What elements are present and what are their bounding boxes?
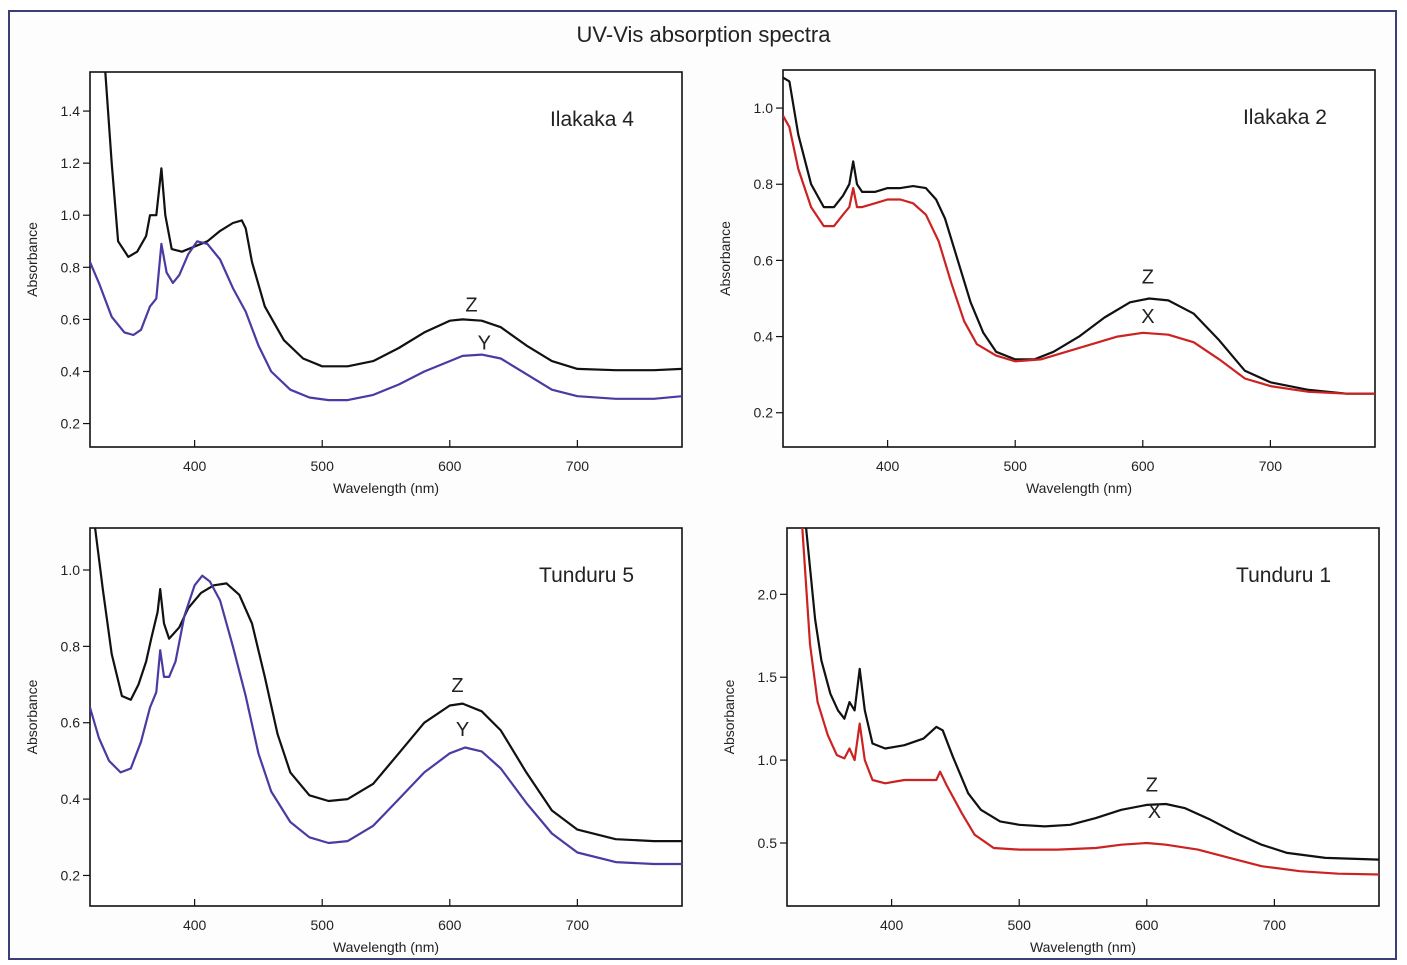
x-tick-label: 500 bbox=[1004, 458, 1028, 474]
y-tick-label: 0.8 bbox=[61, 259, 81, 275]
series-line-2 bbox=[90, 574, 682, 866]
x-tick-label: 600 bbox=[1131, 458, 1155, 474]
x-tick-label: 700 bbox=[1263, 917, 1287, 933]
y-tick-label: 2.0 bbox=[758, 586, 778, 602]
series-line-1 bbox=[104, 72, 682, 372]
x-tick-label: 400 bbox=[880, 917, 904, 933]
x-axis-title: Wavelength (nm) bbox=[333, 939, 439, 955]
panel-ilakaka-4: 400 500 600 700 0.2 0.4 0.6 0.8 1.0 1.2 1.4 Wavelen… bbox=[24, 71, 683, 496]
annotation-z: Z bbox=[465, 295, 477, 317]
series-group bbox=[801, 528, 1379, 876]
y-tick-label: 0.8 bbox=[754, 176, 774, 192]
x-tick-label: 700 bbox=[566, 458, 590, 474]
y-tick-label: 0.8 bbox=[61, 638, 81, 654]
panel-tunduru-5: 400 500 600 700 0.2 0.4 0.6 0.8 1.0 Wavelength (n… bbox=[24, 527, 683, 955]
y-tick-label: 0.2 bbox=[61, 867, 81, 883]
x-axis-title: Wavelength (nm) bbox=[1030, 939, 1136, 955]
panel-title: Tunduru 5 bbox=[539, 564, 634, 587]
series-line-2 bbox=[90, 240, 682, 402]
x-tick-label: 400 bbox=[183, 458, 207, 474]
series-line-2 bbox=[783, 115, 1375, 395]
panel-title: Ilakaka 2 bbox=[1243, 106, 1327, 129]
series-line-1 bbox=[805, 528, 1379, 861]
y-tick-label: 1.0 bbox=[754, 100, 774, 116]
x-tick-label: 500 bbox=[311, 917, 335, 933]
y-tick-label: 0.4 bbox=[61, 791, 81, 807]
y-axis-title: Absorbance bbox=[24, 222, 40, 297]
x-tick-label: 600 bbox=[438, 458, 462, 474]
y-tick-label: 0.6 bbox=[61, 715, 81, 731]
y-tick-label: 0.6 bbox=[61, 311, 81, 327]
annotation-x: X bbox=[1141, 306, 1154, 328]
annotation-z: Z bbox=[451, 675, 463, 697]
plot-area bbox=[89, 527, 683, 907]
y-tick-label: 0.4 bbox=[754, 329, 774, 345]
plot-area bbox=[89, 71, 683, 448]
panel-ilakaka-2: 400 500 600 700 0.2 0.4 0.6 0.8 1.0 Wavelength (n… bbox=[717, 69, 1376, 496]
series-line-1 bbox=[94, 528, 682, 843]
y-tick-label: 0.2 bbox=[754, 405, 774, 421]
annotation-y: Y bbox=[456, 719, 469, 741]
panel-title: Tunduru 1 bbox=[1236, 564, 1331, 587]
x-tick-label: 700 bbox=[566, 917, 590, 933]
annotation-y: Y bbox=[478, 332, 491, 354]
series-group bbox=[90, 72, 682, 402]
y-tick-label: 1.0 bbox=[758, 752, 778, 768]
annotation-z: Z bbox=[1142, 266, 1154, 288]
x-tick-label: 500 bbox=[311, 458, 335, 474]
plot-area bbox=[786, 527, 1380, 907]
annotation-x: X bbox=[1148, 801, 1161, 823]
x-tick-label: 600 bbox=[1135, 917, 1159, 933]
x-axis-title: Wavelength (nm) bbox=[1026, 480, 1132, 496]
y-axis-title: Absorbance bbox=[717, 221, 733, 296]
y-tick-label: 1.2 bbox=[61, 155, 81, 171]
y-tick-label: 1.5 bbox=[758, 669, 778, 685]
x-tick-label: 600 bbox=[438, 917, 462, 933]
series-line-2 bbox=[801, 528, 1379, 876]
x-axis-title: Wavelength (nm) bbox=[333, 480, 439, 496]
x-tick-label: 700 bbox=[1259, 458, 1283, 474]
series-group bbox=[783, 76, 1375, 395]
x-tick-label: 400 bbox=[183, 917, 207, 933]
x-tick-label: 500 bbox=[1008, 917, 1032, 933]
annotation-z: Z bbox=[1146, 775, 1158, 797]
y-tick-label: 0.6 bbox=[754, 252, 774, 268]
panel-title: Ilakaka 4 bbox=[550, 108, 634, 131]
y-tick-label: 1.4 bbox=[61, 103, 81, 119]
y-tick-label: 1.0 bbox=[61, 207, 81, 223]
series-group bbox=[90, 528, 682, 866]
x-tick-label: 400 bbox=[876, 458, 900, 474]
y-tick-label: 1.0 bbox=[61, 562, 81, 578]
panel-tunduru-1: 400 500 600 700 0.5 1.0 1.5 2.0 Wavelength (nm) A… bbox=[721, 527, 1380, 955]
y-tick-label: 0.2 bbox=[61, 416, 81, 432]
y-tick-label: 0.5 bbox=[758, 835, 778, 851]
y-axis-title: Absorbance bbox=[721, 679, 737, 754]
y-tick-label: 0.4 bbox=[61, 363, 81, 379]
figure-title: UV-Vis absorption spectra bbox=[576, 22, 831, 47]
series-line-1 bbox=[783, 76, 1375, 395]
y-axis-title: Absorbance bbox=[24, 679, 40, 754]
